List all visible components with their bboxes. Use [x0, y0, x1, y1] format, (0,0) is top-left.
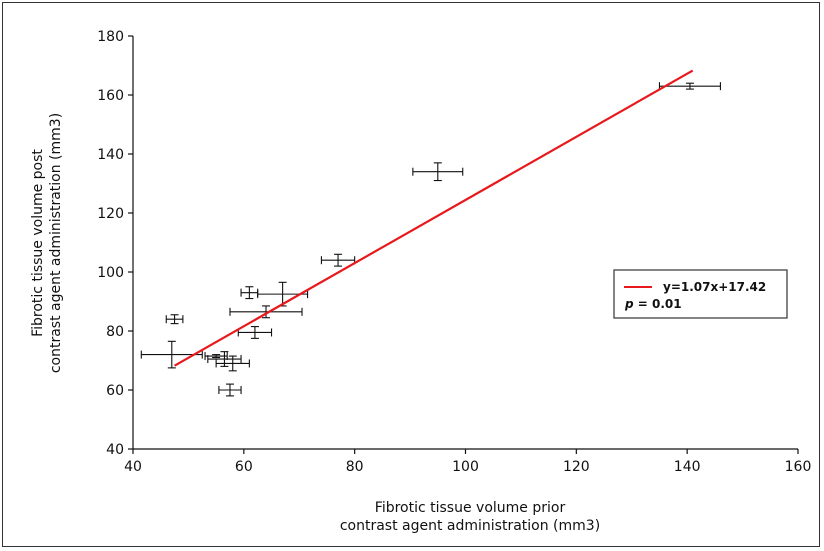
data-point — [140, 340, 203, 369]
y-axis-title-line-1: Fibrotic tissue volume post — [30, 149, 46, 337]
legend-p-symbol: p — [624, 297, 634, 311]
data-point — [412, 162, 464, 182]
data-point — [237, 326, 273, 339]
x-tick-label: 60 — [235, 459, 253, 475]
error-bar-group — [140, 82, 721, 397]
x-tick-label: 80 — [346, 459, 364, 475]
y-tick-label: 40 — [106, 442, 124, 458]
y-tick-label: 60 — [106, 383, 124, 399]
legend: y=1.07x+17.42 p = 0.01 — [613, 269, 788, 319]
data-point — [240, 286, 259, 300]
x-tick-group: 40 60 80 100 120 140 160 — [124, 449, 811, 475]
y-tick-label: 180 — [97, 29, 124, 45]
legend-box — [613, 269, 788, 319]
x-tick-label: 40 — [124, 459, 142, 475]
legend-equation: y=1.07x+17.42 — [663, 280, 766, 294]
y-axis-title-line-2: contrast agent administration (mm3) — [48, 113, 64, 373]
y-tick-label: 140 — [97, 147, 124, 163]
data-point — [320, 253, 356, 267]
data-point — [229, 305, 303, 319]
y-tick-label: 120 — [97, 206, 124, 222]
data-point — [165, 314, 184, 325]
data-point — [204, 352, 228, 361]
data-point — [218, 383, 242, 397]
legend-p-value: p = 0.01 — [624, 297, 682, 311]
axes — [132, 36, 798, 450]
x-tick-label: 100 — [452, 459, 479, 475]
x-tick-label: 120 — [563, 459, 590, 475]
data-point — [207, 351, 242, 367]
x-axis-title-line-1: Fibrotic tissue volume prior — [375, 500, 566, 516]
data-point — [215, 355, 250, 372]
data-point — [658, 82, 721, 91]
legend-p-number: = 0.01 — [638, 297, 682, 311]
x-axis-title-line-2: contrast agent administration (mm3) — [340, 518, 600, 534]
y-tick-group: 40 60 80 100 120 140 160 180 — [97, 29, 133, 458]
x-tick-label: 160 — [785, 459, 812, 475]
regression-line — [174, 69, 694, 367]
y-tick-label: 80 — [106, 324, 124, 340]
y-tick-label: 160 — [97, 88, 124, 104]
x-tick-label: 140 — [674, 459, 701, 475]
y-tick-label: 100 — [97, 265, 124, 281]
